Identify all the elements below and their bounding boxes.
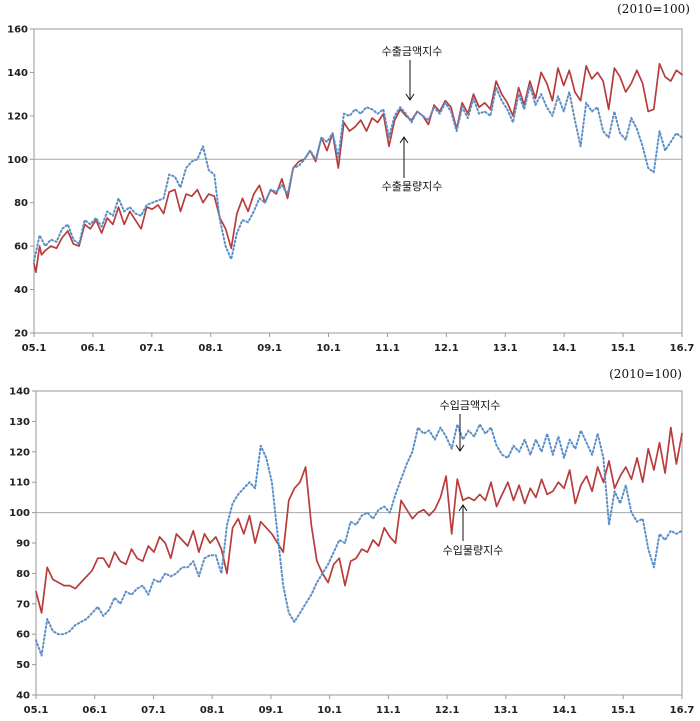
- import-y-tick-label: 80: [16, 569, 30, 580]
- import-y-tick-label: 70: [16, 599, 30, 610]
- export-x-tick-label: 09.1: [257, 343, 282, 354]
- import-annotation-label: 수입금액지수: [440, 399, 501, 412]
- export-x-tick-label: 11.1: [375, 343, 400, 354]
- import-y-tick-label: 140: [9, 387, 30, 398]
- export-y-tick-label: 60: [14, 242, 28, 253]
- export-y-tick-label: 100: [7, 155, 28, 166]
- export-y-tick-label: 80: [14, 198, 28, 209]
- import-x-tick-label: 13.1: [493, 705, 518, 716]
- export-index-chart: (2010=100) 20 40 60 80 100 120 140 160 05.1 06.1…: [7, 2, 694, 354]
- export-annotation-label: 수출금액지수: [382, 45, 443, 58]
- export-annotation-arrowhead: [405, 93, 415, 101]
- import-series-line-value: [35, 423, 683, 657]
- import-series-line-volume: [35, 426, 683, 614]
- import-series-group: [35, 423, 683, 657]
- import-x-tick-label: 06.1: [82, 705, 107, 716]
- export-y-tick-label: 160: [7, 25, 28, 36]
- export-y-tick-label: 40: [14, 285, 28, 296]
- import-index-chart: (2010=100) 40 50 60 70 80 90 100 110 120 130 140 0…: [9, 367, 694, 716]
- export-x-tick-label: 14.1: [552, 343, 577, 354]
- export-x-tick-label: 16.7: [670, 343, 695, 354]
- export-y-axis: 20 40 60 80 100 120 140 160: [7, 25, 34, 340]
- export-x-tick-label: 12.1: [434, 343, 459, 354]
- export-x-tick-label: 10.1: [316, 343, 341, 354]
- export-x-tick-label: 07.1: [139, 343, 164, 354]
- import-unit-note: (2010=100): [609, 367, 682, 381]
- import-y-tick-label: 120: [9, 447, 30, 458]
- import-annotation-arrowhead: [458, 504, 468, 512]
- import-plot-frame: [35, 390, 683, 696]
- export-x-tick-label: 15.1: [611, 343, 636, 354]
- import-y-tick-label: 60: [16, 630, 30, 641]
- export-series-line-value: [33, 84, 683, 263]
- import-x-axis: 05.1 06.1 07.1 08.1 09.1 10.1 11.1 12.1 13.1 14.1…: [24, 695, 695, 716]
- export-unit-note: (2010=100): [617, 2, 690, 16]
- import-y-axis: 40 50 60 70 80 90 100 110 120 130 140: [9, 387, 36, 702]
- export-x-tick-label: 05.1: [22, 343, 47, 354]
- import-x-tick-label: 07.1: [141, 705, 166, 716]
- export-y-tick-label: 120: [7, 111, 28, 122]
- import-x-tick-label: 09.1: [259, 705, 284, 716]
- export-y-tick-label: 140: [7, 68, 28, 79]
- export-plot-frame: [33, 28, 683, 334]
- export-x-tick-label: 08.1: [198, 343, 223, 354]
- import-annotation-arrowhead: [455, 444, 465, 452]
- import-y-tick-label: 100: [9, 508, 30, 519]
- import-y-tick-label: 110: [9, 478, 30, 489]
- import-y-tick-label: 130: [9, 417, 30, 428]
- import-y-tick-label: 40: [16, 691, 30, 702]
- export-annotation-arrowhead: [399, 136, 409, 144]
- export-x-tick-label: 06.1: [81, 343, 106, 354]
- import-x-tick-label: 10.1: [317, 705, 342, 716]
- export-series-group: [33, 62, 683, 274]
- export-series-line-volume: [33, 62, 683, 274]
- import-y-tick-label: 50: [16, 660, 30, 671]
- import-x-tick-label: 08.1: [200, 705, 225, 716]
- export-y-tick-label: 20: [14, 329, 28, 340]
- import-x-tick-label: 16.7: [670, 705, 695, 716]
- import-x-tick-label: 12.1: [435, 705, 460, 716]
- export-annotation-label: 수출물량지수: [382, 180, 443, 193]
- import-x-tick-label: 15.1: [611, 705, 636, 716]
- import-x-tick-label: 11.1: [376, 705, 401, 716]
- import-annotation-label: 수입물량지수: [443, 544, 504, 557]
- import-x-tick-label: 05.1: [24, 705, 49, 716]
- export-x-tick-label: 13.1: [493, 343, 518, 354]
- export-x-axis: 05.1 06.1 07.1 08.1 09.1 10.1 11.1 12.1 13.1 14.1…: [22, 333, 695, 354]
- import-x-tick-label: 14.1: [552, 705, 577, 716]
- import-y-tick-label: 90: [16, 539, 30, 550]
